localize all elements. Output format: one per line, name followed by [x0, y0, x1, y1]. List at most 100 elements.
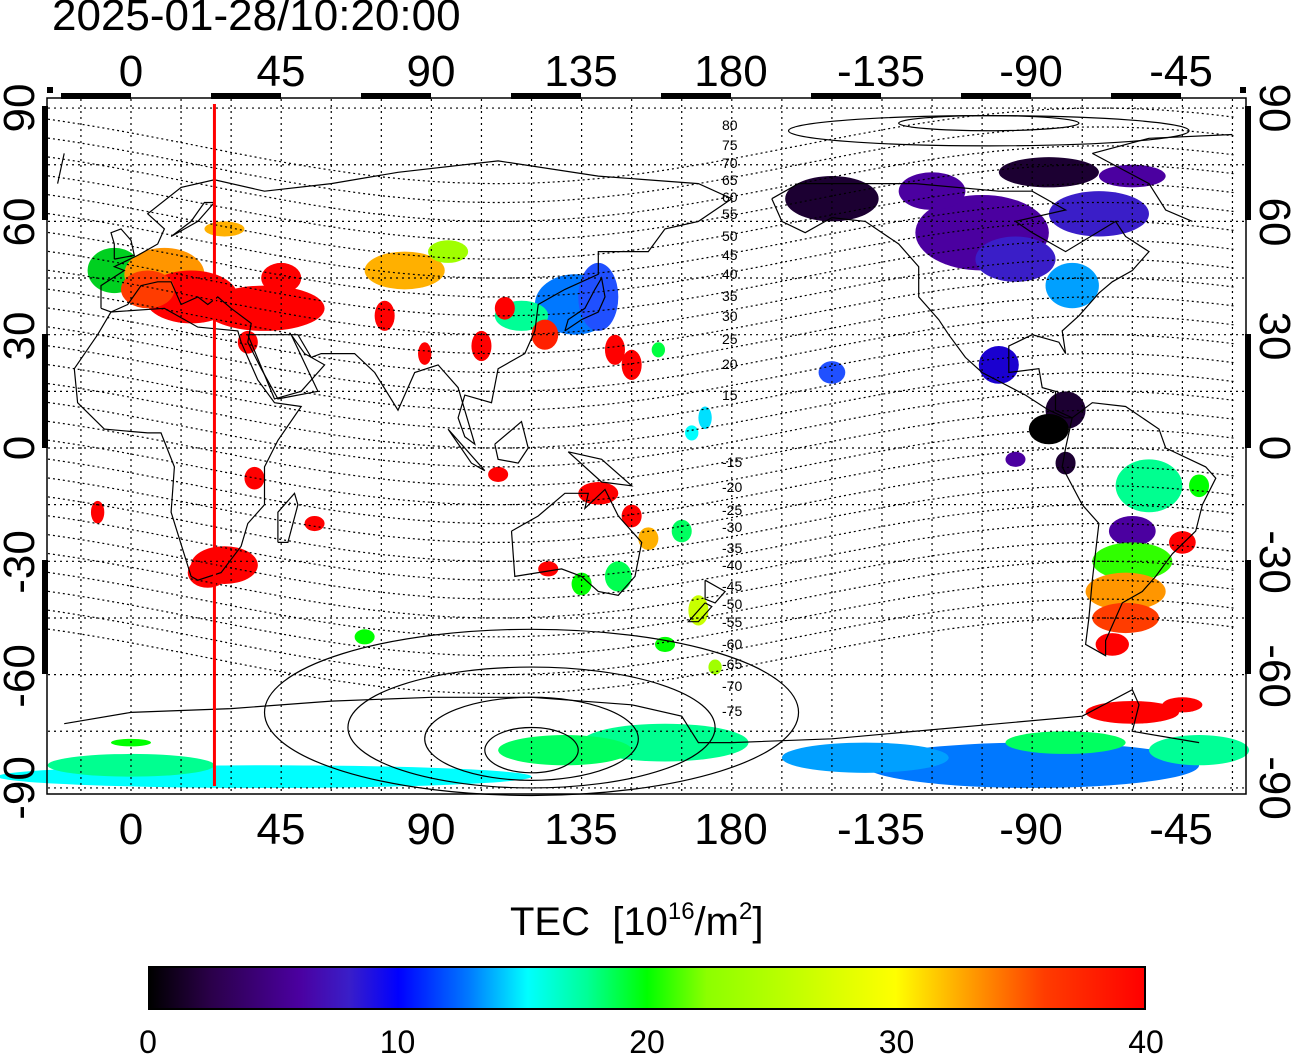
latitude-label-right: 90 [1250, 84, 1294, 133]
tec-blob [1005, 731, 1126, 754]
magnetic-contour [47, 409, 1237, 487]
tec-blob [204, 285, 325, 331]
tec-blob [685, 425, 699, 441]
magnetic-contour [47, 315, 1237, 392]
longitude-label-top: 45 [257, 47, 306, 96]
latitude-labels-right: 90 60 30 0 -30 -60 -90 [1250, 84, 1294, 820]
latitude-label-right: 0 [1250, 436, 1294, 460]
contour-label: -25 [722, 502, 742, 518]
colorbar-tick-label: 0 [139, 1024, 157, 1060]
tec-blob [1028, 414, 1069, 445]
contour-label: 80 [722, 117, 738, 133]
tec-blob [304, 515, 325, 532]
magnetic-contour [47, 560, 1237, 638]
magnetic-contour [47, 201, 1237, 279]
colorbar-label: TEC [510, 900, 590, 944]
latitude-label-left: 30 [0, 312, 44, 361]
longitude-label-top: 90 [407, 47, 456, 96]
magnetic-contour [47, 428, 1237, 506]
tec-blob [498, 735, 632, 766]
colorbar-unit-exp1: 16 [667, 898, 695, 925]
north-pole-contour [898, 115, 1080, 132]
latitude-label-left: -30 [0, 530, 44, 594]
latitude-label-right: 30 [1250, 312, 1294, 361]
contour-label: -55 [722, 614, 742, 630]
contour-label: 30 [722, 308, 738, 324]
longitude-label-top: -45 [1149, 47, 1213, 96]
magnetic-contour [47, 145, 1237, 222]
frame-tick-bar [42, 334, 48, 448]
contour-label: -30 [722, 519, 742, 535]
magnetic-contour [47, 183, 1237, 260]
tec-blob [418, 342, 432, 365]
contour-label: 20 [722, 356, 738, 372]
coastline [247, 334, 326, 400]
frame-tick-bar [42, 106, 48, 220]
contour-label: 25 [722, 331, 738, 347]
latitude-label-left: -90 [0, 756, 44, 820]
frame-tick-bar [661, 93, 731, 99]
tec-blob [1098, 164, 1166, 188]
tec-blob [1189, 474, 1210, 498]
tec-blob [538, 561, 559, 577]
tec-blob [1055, 451, 1076, 475]
contour-label: 15 [722, 387, 738, 403]
tec-blob [1005, 451, 1026, 467]
magnetic-contour [47, 220, 1237, 298]
frame-tick-bar [1111, 93, 1181, 99]
tec-blob [244, 466, 265, 490]
coastline [687, 602, 713, 623]
tec-blob [1115, 459, 1183, 513]
tec-blob [90, 500, 105, 524]
contour-label: -60 [722, 636, 742, 652]
magnetic-latitude-contours [47, 107, 1237, 797]
tec-blob [374, 300, 395, 331]
tec-blob [120, 270, 175, 309]
longitude-label-top: 0 [119, 47, 143, 96]
coastline [494, 420, 529, 464]
tec-blob [898, 172, 966, 211]
longitude-label-bottom: 180 [694, 805, 767, 854]
tec-blob [638, 527, 659, 550]
tec-blob [655, 636, 676, 652]
longitude-label-bottom: 90 [407, 805, 456, 854]
colorbar-tick-label: 40 [1128, 1024, 1164, 1060]
contour-label: 70 [722, 155, 738, 171]
longitude-label-bottom: 45 [257, 805, 306, 854]
longitude-label-top: 180 [694, 47, 767, 96]
tec-blob [428, 240, 469, 263]
colorbar-unit-prefix: [10 [612, 900, 668, 944]
latitude-label-right: 60 [1250, 198, 1294, 247]
coastline [57, 133, 1233, 222]
magnetic-contour [47, 485, 1237, 562]
longitude-label-bottom: -135 [837, 805, 925, 854]
contour-label: -50 [722, 596, 742, 612]
longitude-label-top: 135 [544, 47, 617, 96]
magnetic-contour [47, 258, 1237, 336]
coastline [567, 451, 634, 487]
contour-label: 65 [722, 172, 738, 188]
colorbar-unit-exp2: 2 [738, 898, 753, 925]
south-pole-contour [424, 696, 639, 781]
frame-tick-bar [1245, 106, 1251, 220]
contour-label: -45 [722, 578, 742, 594]
frame-tick-bar [211, 93, 281, 99]
coastline [170, 201, 216, 238]
coastline [510, 488, 643, 596]
contour-label: 75 [722, 137, 738, 153]
latitude-label-right: -30 [1250, 530, 1294, 594]
frame-tick-bar [811, 93, 881, 99]
longitude-label-top: -90 [999, 47, 1063, 96]
magnetic-contour [47, 107, 1237, 185]
frame-corner [1240, 87, 1246, 93]
longitude-labels-top: 0 45 90 135 180 -135 -90 -45 [119, 47, 1213, 96]
magnetic-contour [47, 371, 1237, 449]
south-pole-contour [347, 666, 716, 789]
contour-label: 45 [722, 247, 738, 263]
magnetic-contour [47, 390, 1237, 468]
tec-blob [1048, 191, 1149, 237]
frame-tick-bar [511, 93, 581, 99]
latitude-label-left: 90 [0, 84, 44, 133]
magnetic-contour [47, 598, 1237, 676]
